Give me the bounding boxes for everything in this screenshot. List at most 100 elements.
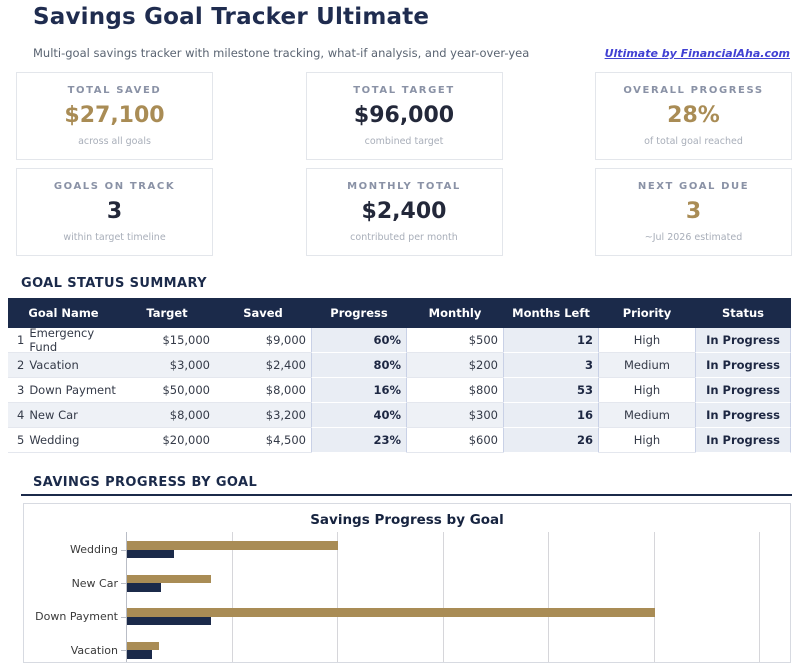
monthly-cell: $600 — [407, 428, 503, 453]
stat-label: TOTAL TARGET — [353, 85, 455, 96]
chart-category-row: Vacation — [24, 634, 790, 662]
progress-cell: 80% — [311, 353, 407, 378]
column-header-progress: Progress — [330, 306, 388, 320]
target-bar — [127, 541, 338, 550]
column-header-target: Target — [146, 306, 188, 320]
goal-name: New Car — [29, 408, 78, 422]
status-cell: In Progress — [695, 428, 791, 453]
progress-cell: 23% — [311, 428, 407, 453]
savings-progress-chart: Savings Progress by Goal Wedding New Car D… — [23, 503, 791, 663]
stat-value: $2,400 — [361, 199, 447, 224]
brand-link[interactable]: Ultimate by FinancialAha.com — [604, 47, 790, 60]
status-cell: In Progress — [695, 378, 791, 403]
axis-tick — [121, 583, 126, 585]
column-header-priority: Priority — [622, 306, 672, 320]
monthly-cell: $500 — [407, 328, 503, 353]
table-row: 3 Down Payment $50,000 $8,000 16% $800 53 High I… — [8, 378, 791, 403]
stat-value: 3 — [106, 199, 123, 224]
priority-cell: Medium — [599, 403, 695, 428]
saved-bar — [127, 583, 161, 592]
progress-cell: 16% — [311, 378, 407, 403]
target-cell: $3,000 — [119, 353, 215, 378]
target-cell: $20,000 — [119, 428, 215, 453]
row-number: 2 — [17, 358, 25, 372]
target-bar — [127, 608, 655, 617]
section-divider — [21, 494, 792, 496]
category-label: Wedding — [70, 543, 118, 557]
savings-goal-tracker-page: { "colors": { "navy": "#1b2a4a", "gold":… — [8, 4, 792, 663]
goal-name-cell: 4 New Car — [8, 403, 119, 428]
saved-cell: $4,500 — [215, 428, 311, 453]
stat-sublabel: within target timeline — [63, 232, 166, 243]
status-cell: In Progress — [695, 403, 791, 428]
chart-section-title: SAVINGS PROGRESS BY GOAL — [33, 475, 258, 490]
chart-category-row: New Car — [24, 567, 790, 601]
target-cell: $50,000 — [119, 378, 215, 403]
monthly-cell: $300 — [407, 403, 503, 428]
row-number: 5 — [17, 433, 25, 447]
category-label: Vacation — [70, 644, 118, 658]
progress-cell: 40% — [311, 403, 407, 428]
saved-cell: $8,000 — [215, 378, 311, 403]
goal-name: Down Payment — [29, 383, 116, 397]
column-header-saved: Saved — [243, 306, 283, 320]
category-label: Down Payment — [35, 610, 118, 624]
goal-name: Wedding — [29, 433, 80, 447]
row-number: 4 — [17, 408, 25, 422]
goal-name-cell: 2 Vacation — [8, 353, 119, 378]
axis-tick — [121, 616, 126, 618]
chart-category-row: Wedding — [24, 533, 790, 567]
target-cell: $15,000 — [119, 328, 215, 353]
axis-tick — [121, 549, 126, 551]
stat-value: 3 — [685, 199, 702, 224]
stat-card-total-saved: TOTAL SAVED $27,100 across all goals — [16, 72, 213, 160]
column-header-months-left: Months Left — [512, 306, 590, 320]
saved-cell: $2,400 — [215, 353, 311, 378]
saved-cell: $3,200 — [215, 403, 311, 428]
stat-label: OVERALL PROGRESS — [623, 85, 764, 96]
stat-card-next-goal-due: NEXT GOAL DUE 3 ~Jul 2026 estimated — [595, 168, 792, 256]
months-left-cell: 16 — [503, 403, 599, 428]
stat-sublabel: combined target — [364, 136, 444, 147]
target-bar — [127, 574, 212, 584]
stat-sublabel: of total goal reached — [644, 136, 743, 147]
stat-label: MONTHLY TOTAL — [347, 181, 461, 192]
saved-bar — [127, 650, 153, 659]
table-row: 1 Emergency Fund $15,000 $9,000 60% $500 12 Hig… — [8, 328, 791, 353]
months-left-cell: 3 — [503, 353, 599, 378]
stat-sublabel: contributed per month — [350, 232, 458, 243]
goal-name-cell: 3 Down Payment — [8, 378, 119, 403]
stat-sublabel: across all goals — [78, 136, 151, 147]
stat-card-goals-on-track: GOALS ON TRACK 3 within target timeline — [16, 168, 213, 256]
stat-value: 28% — [667, 103, 720, 128]
status-cell: In Progress — [695, 328, 791, 353]
chart-category-row: Down Payment — [24, 600, 790, 634]
months-left-cell: 12 — [503, 328, 599, 353]
axis-tick — [121, 650, 126, 652]
chart-title: Savings Progress by Goal — [310, 512, 504, 528]
stat-value: $96,000 — [353, 103, 455, 128]
monthly-cell: $200 — [407, 353, 503, 378]
months-left-cell: 53 — [503, 378, 599, 403]
stat-label: TOTAL SAVED — [67, 85, 162, 96]
priority-cell: High — [599, 428, 695, 453]
row-number: 1 — [17, 333, 25, 347]
goal-name-cell: 1 Emergency Fund — [8, 328, 119, 353]
saved-bar — [127, 616, 212, 626]
progress-cell: 60% — [311, 328, 407, 353]
goal-name-cell: 5 Wedding — [8, 428, 119, 453]
priority-cell: High — [599, 328, 695, 353]
category-label: New Car — [71, 576, 118, 590]
stat-card-total-target: TOTAL TARGET $96,000 combined target — [305, 72, 503, 160]
target-bar — [127, 641, 159, 651]
column-header-monthly: Monthly — [428, 306, 482, 320]
stat-value: $27,100 — [64, 103, 165, 128]
months-left-cell: 26 — [503, 428, 599, 453]
goal-status-section-title: GOAL STATUS SUMMARY — [21, 276, 207, 291]
stat-card-overall-progress: OVERALL PROGRESS 28% of total goal reach… — [595, 72, 792, 160]
priority-cell: Medium — [599, 353, 695, 378]
table-header-row: Goal Name Target Saved Progress Monthly … — [8, 298, 791, 328]
saved-bar — [127, 549, 175, 558]
